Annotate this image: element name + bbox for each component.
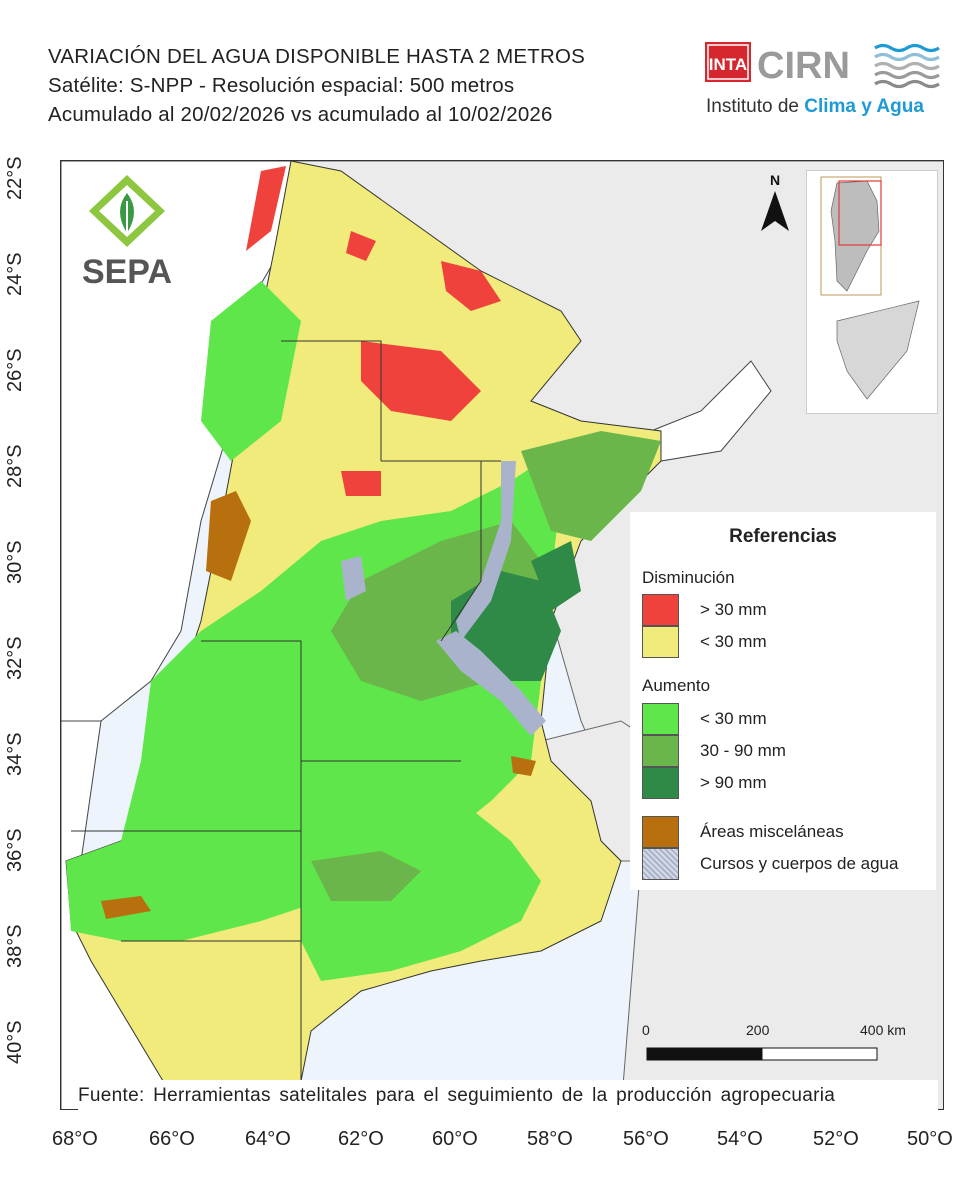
legend-label-water: Cursos y cuerpos de agua (700, 854, 899, 873)
lat-label-28s: 28°S (4, 444, 26, 488)
lat-label-26s: 26°S (4, 348, 26, 392)
svg-text:Instituto de Clima y Agua: Instituto de Clima y Agua (706, 96, 924, 117)
lat-label-34s: 34°S (4, 732, 26, 776)
legend-title: Referencias (729, 526, 837, 547)
lon-label-56o: 56°O (623, 1128, 669, 1150)
north-arrow-label: N (770, 172, 780, 188)
inta-logo-text: INTA (709, 55, 747, 74)
source-note: Fuente: Herramientas satelitales para el… (78, 1080, 938, 1112)
north-arrow-icon: N (761, 172, 789, 231)
misc-areas-catamarca (206, 491, 251, 581)
legend-label-misc: Áreas misceláneas (700, 822, 844, 841)
study-area-box (838, 180, 882, 246)
legend-label-lightgreen: < 30 mm (700, 709, 767, 728)
legend-label-red: > 30 mm (700, 600, 767, 619)
inset-graphic (820, 176, 920, 400)
decrease-gt30-santiago (341, 471, 381, 496)
legend-swatch-water (642, 848, 679, 880)
decrease-gt30-salta (346, 231, 376, 261)
inta-cirn-logo: INTA CIRN Instituto de Clima y Agua (705, 38, 945, 124)
sepa-logo-graphic: SEPA (82, 175, 172, 291)
lat-label-30s: 30°S (4, 540, 26, 584)
cirn-logo-graphic: INTA CIRN Instituto de Clima y Agua (705, 42, 940, 117)
scale-bar (646, 1047, 878, 1061)
lon-label-62o: 62°O (338, 1128, 384, 1150)
mar-chiquita-lake (341, 556, 366, 601)
legend-label-midgreen: 30 - 90 mm (700, 741, 786, 760)
decrease-gt30-centre (361, 341, 481, 421)
increase-30-90-south (311, 851, 421, 901)
increase-lt30-north (201, 281, 301, 461)
legend-increase-heading: Aumento (642, 676, 711, 695)
lat-label-40s: 40°S (4, 1020, 26, 1064)
increase-30-90-east (521, 431, 661, 541)
lat-label-24s: 24°S (4, 252, 26, 296)
lon-label-68o: 68°O (52, 1128, 98, 1150)
misc-areas-lapampa (101, 896, 151, 919)
legend-swatch-red (642, 594, 679, 626)
legend-decrease-heading: Disminución (642, 568, 735, 587)
legend-label-yellow: < 30 mm (700, 632, 767, 651)
decrease-gt30-northwest (246, 166, 286, 251)
parana-river (456, 461, 516, 641)
lon-label-50o: 50°O (907, 1128, 953, 1150)
title-line-2: Satélite: S-NPP - Resolución espacial: 5… (48, 74, 515, 97)
cirn-logo-text: CIRN (757, 45, 850, 87)
scale-label-200: 200 (746, 1022, 770, 1038)
legend-panel: Referencias Disminución > 30 mm < 30 mm … (630, 512, 936, 890)
legend-swatch-darkgreen (642, 767, 679, 799)
sepa-logo: SEPA (69, 171, 187, 297)
misc-areas-buenosaires (511, 756, 536, 776)
increase-gt90-east (531, 541, 581, 611)
lat-label-32s: 32°S (4, 636, 26, 680)
legend-swatch-yellow (642, 626, 679, 658)
legend-swatch-lightgreen (642, 703, 679, 735)
lat-label-36s: 36°S (4, 828, 26, 872)
scale-label-0: 0 (642, 1022, 650, 1038)
lon-label-58o: 58°O (527, 1128, 573, 1150)
map-title: VARIACIÓN DEL AGUA DISPONIBLE HASTA 2 ME… (48, 42, 585, 129)
title-line-1: VARIACIÓN DEL AGUA DISPONIBLE HASTA 2 ME… (48, 45, 586, 68)
lon-label-52o: 52°O (813, 1128, 859, 1150)
increase-lt30-south (301, 781, 541, 981)
sepa-logo-text: SEPA (82, 253, 172, 291)
institute-prefix: Instituto de (706, 96, 804, 117)
lon-label-54o: 54°O (717, 1128, 763, 1150)
province-borders (71, 340, 501, 1101)
legend-swatch-midgreen (642, 735, 679, 767)
lon-label-64o: 64°O (245, 1128, 291, 1150)
scale-label-400: 400 km (860, 1022, 906, 1038)
legend-label-darkgreen: > 90 mm (700, 773, 767, 792)
institute-highlight: Clima y Agua (804, 96, 924, 117)
decrease-gt30-chaco (441, 261, 501, 311)
legend-swatch-misc (642, 816, 679, 848)
water-waves-icon (874, 43, 940, 89)
locator-inset (806, 170, 938, 414)
title-line-3: Acumulado al 20/02/2026 vs acumulado al … (48, 103, 553, 126)
delta-water (436, 631, 546, 736)
lat-label-22s: 22°S (4, 156, 26, 200)
lat-label-38s: 38°S (4, 924, 26, 968)
lon-label-66o: 66°O (149, 1128, 195, 1150)
lon-label-60o: 60°O (432, 1128, 478, 1150)
